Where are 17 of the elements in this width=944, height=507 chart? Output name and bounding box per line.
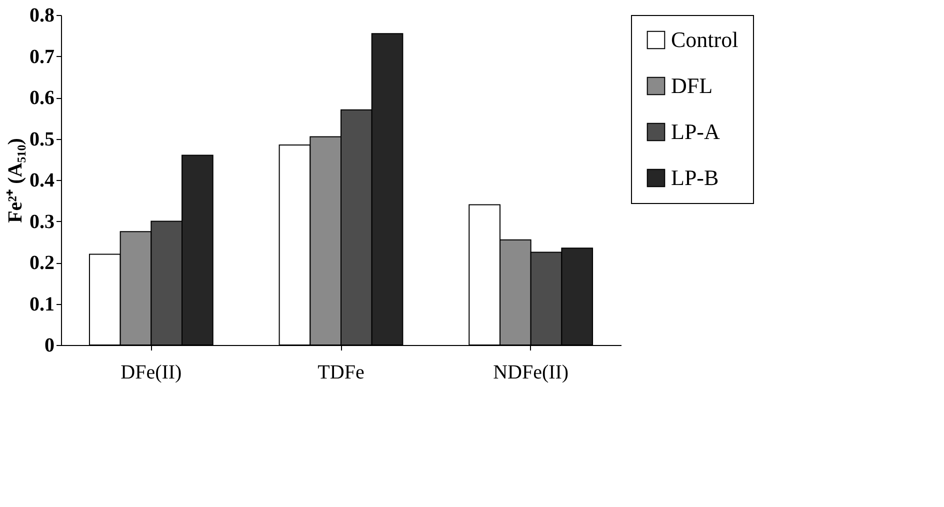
y-tick-label: 0.1 xyxy=(30,293,54,316)
x-tick-label: DFe(II) xyxy=(120,362,182,384)
y-tick-label: 0.2 xyxy=(30,252,54,274)
legend-label: LP-A xyxy=(671,119,720,144)
y-tick-label: 0.3 xyxy=(30,210,54,233)
x-tick-label: TDFe xyxy=(318,362,364,384)
y-tick-label: 0.7 xyxy=(30,46,54,68)
legend-label: Control xyxy=(671,27,738,52)
y-tick-label: 0.5 xyxy=(30,128,54,150)
y-tick-label: 0.8 xyxy=(30,4,54,26)
y-tick-label: 0.4 xyxy=(30,170,54,192)
y-tick-label: 0.6 xyxy=(30,87,54,109)
x-tick-label: NDFe(II) xyxy=(493,362,569,384)
y-tick-label: 0 xyxy=(44,334,54,356)
legend-label: LP-B xyxy=(671,165,719,190)
y-axis-title: Fe²⁺ (A₅₁₀) xyxy=(4,138,26,223)
legend-label: DFL xyxy=(671,73,713,98)
